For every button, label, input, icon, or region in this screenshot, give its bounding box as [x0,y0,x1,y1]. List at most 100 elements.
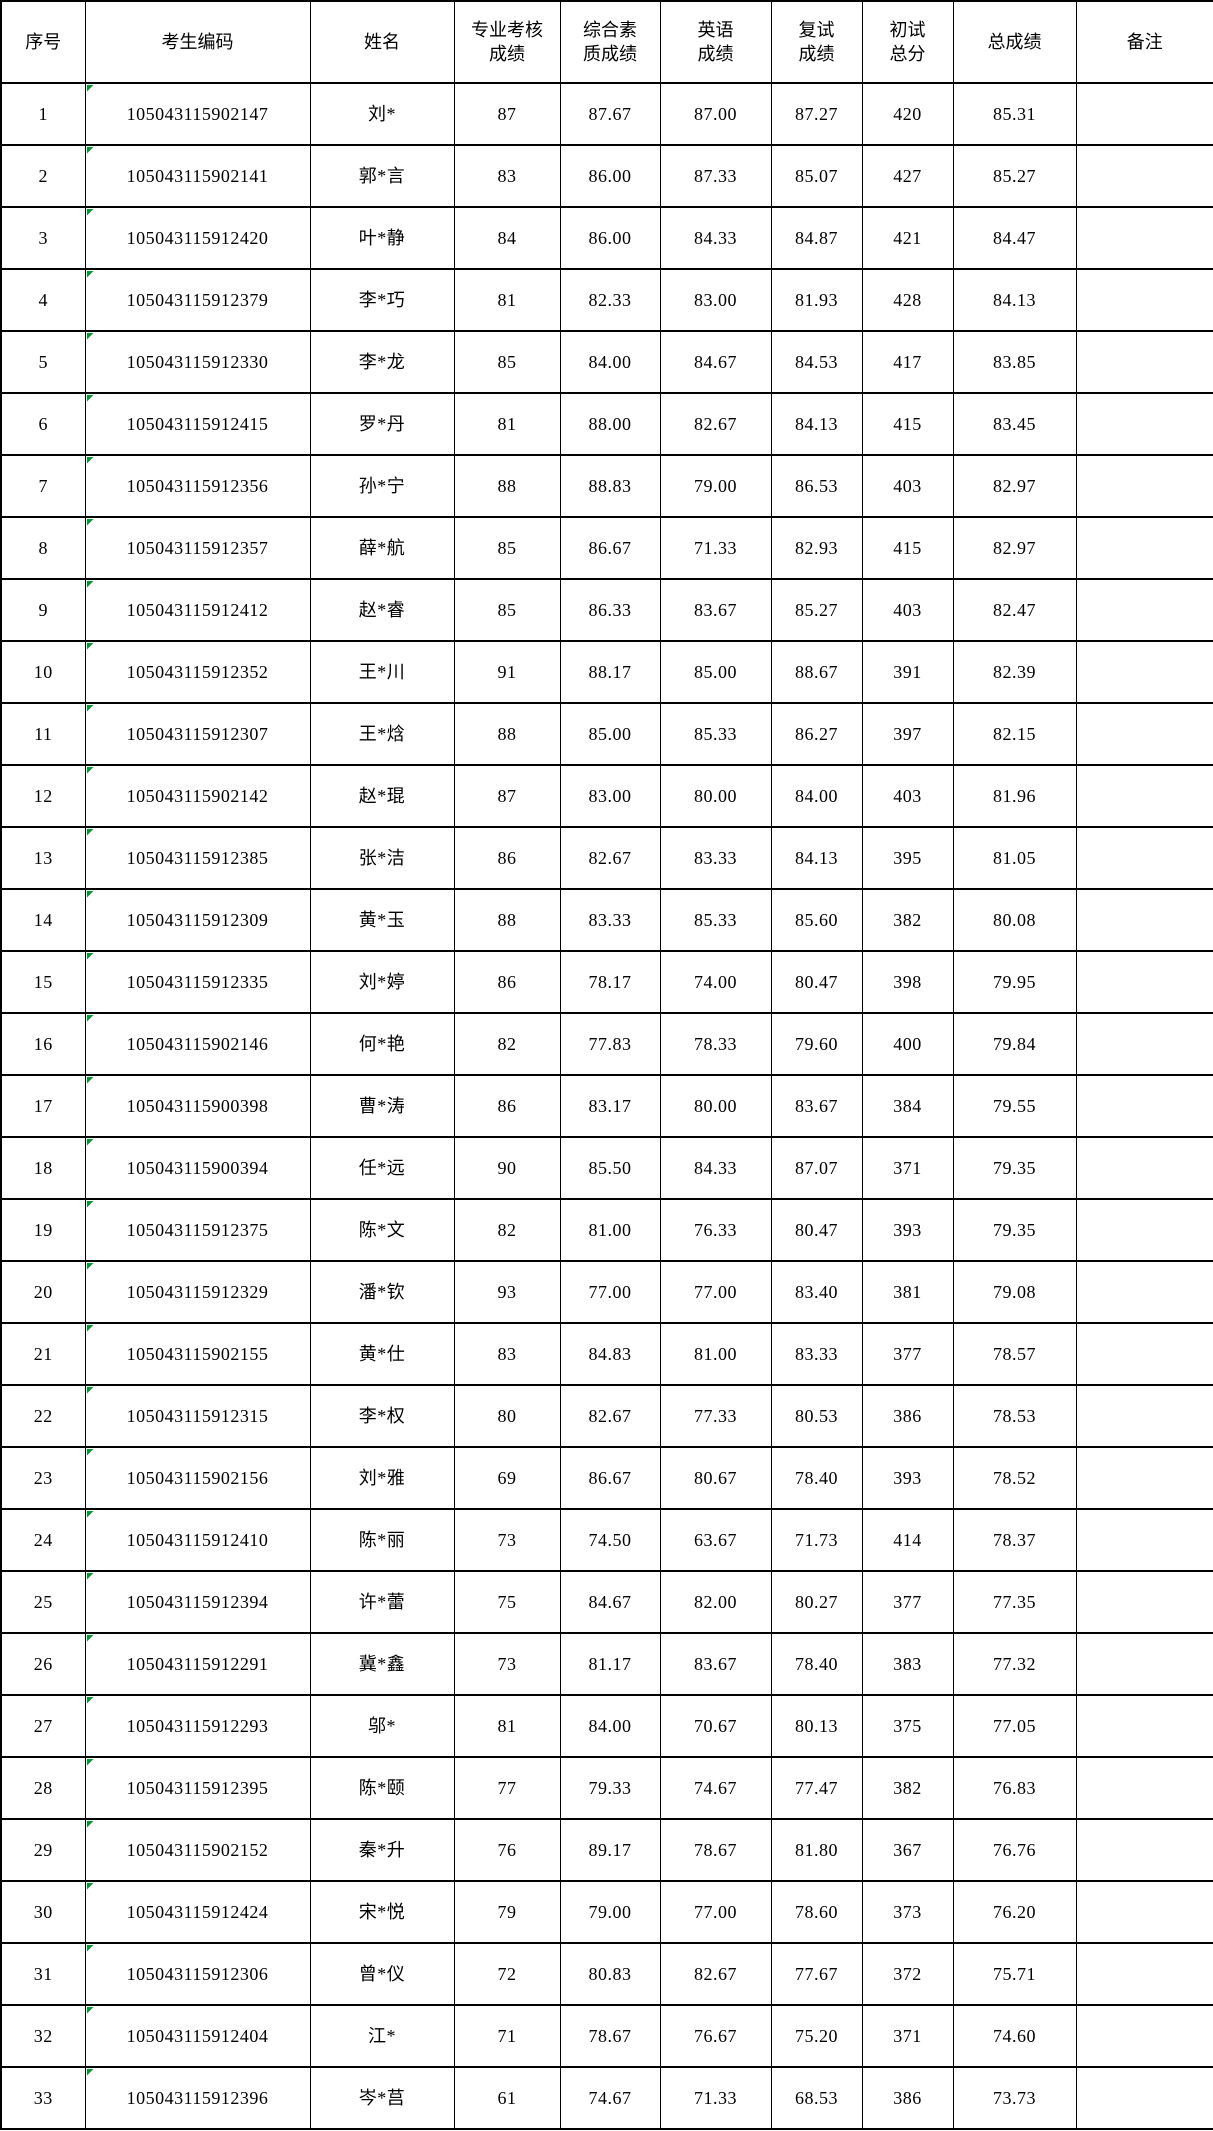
cell-comprehensive: 87.67 [559,82,661,146]
cell-professional: 91 [453,640,561,704]
cell-english: 76.33 [659,1198,772,1262]
table-row: 20 105043115912329 潘*钦 93 77.00 77.00 83.40 381… [0,1260,1213,1324]
cell-initial_total: 386 [861,1384,954,1448]
table-row: 16 105043115902146 何*艳 82 77.83 78.33 79.60 400… [0,1012,1213,1076]
cell-name: 李*权 [309,1384,455,1448]
cell-remarks [1075,454,1213,518]
cell-index: 19 [0,1198,86,1262]
cell-comprehensive: 84.67 [559,1570,661,1634]
table-row: 8 105043115912357 薛*航 85 86.67 71.33 82.93 415 8… [0,516,1213,580]
cell-total: 74.60 [952,2004,1077,2068]
cell-retest: 87.07 [770,1136,863,1200]
cell-remarks [1075,888,1213,952]
cell-initial_total: 372 [861,1942,954,2006]
cell-initial_total: 400 [861,1012,954,1076]
cell-index: 27 [0,1694,86,1758]
cell-comprehensive: 79.00 [559,1880,661,1944]
cell-remarks [1075,1384,1213,1448]
cell-remarks [1075,1260,1213,1324]
cell-index: 11 [0,702,86,766]
table-row: 31 105043115912306 曾*仪 72 80.83 82.67 77.67 372… [0,1942,1213,2006]
cell-initial_total: 428 [861,268,954,332]
cell-english: 84.33 [659,206,772,270]
cell-retest: 78.40 [770,1632,863,1696]
cell-code: 105043115912412 [84,578,311,642]
cell-english: 87.33 [659,144,772,208]
green-corner-flag-icon [86,1511,94,1518]
cell-name: 曹*涛 [309,1074,455,1138]
cell-index: 6 [0,392,86,456]
table-row: 1 105043115902147 刘* 87 87.67 87.00 87.27 420 85… [0,82,1213,146]
cell-code: 105043115912315 [84,1384,311,1448]
cell-remarks [1075,1756,1213,1820]
cell-name: 陈*颐 [309,1756,455,1820]
table-row: 2 105043115902141 郭*言 83 86.00 87.33 85.07 427 8… [0,144,1213,208]
cell-total: 73.73 [952,2066,1077,2130]
cell-index: 31 [0,1942,86,2006]
table-row: 3 105043115912420 叶*静 84 86.00 84.33 84.87 421 8… [0,206,1213,270]
cell-remarks [1075,392,1213,456]
table-row: 15 105043115912335 刘*婷 86 78.17 74.00 80.47 398… [0,950,1213,1014]
cell-name: 陈*丽 [309,1508,455,1572]
cell-index: 32 [0,2004,86,2068]
cell-name: 李*龙 [309,330,455,394]
cell-index: 21 [0,1322,86,1386]
table-row: 14 105043115912309 黄*玉 88 83.33 85.33 85.60 382… [0,888,1213,952]
cell-initial_total: 382 [861,888,954,952]
cell-professional: 73 [453,1632,561,1696]
cell-initial_total: 384 [861,1074,954,1138]
cell-comprehensive: 80.83 [559,1942,661,2006]
cell-english: 85.33 [659,888,772,952]
table-body: 1 105043115902147 刘* 87 87.67 87.00 87.27 420 85… [0,82,1213,2130]
cell-english: 77.00 [659,1880,772,1944]
cell-remarks [1075,1694,1213,1758]
cell-code: 105043115912330 [84,330,311,394]
cell-index: 15 [0,950,86,1014]
green-corner-flag-icon [86,1945,94,1952]
cell-code: 105043115912306 [84,1942,311,2006]
cell-total: 79.55 [952,1074,1077,1138]
cell-initial_total: 367 [861,1818,954,1882]
cell-index: 33 [0,2066,86,2130]
cell-name: 冀*鑫 [309,1632,455,1696]
green-corner-flag-icon [86,147,94,154]
cell-name: 郭*言 [309,144,455,208]
cell-code: 105043115912395 [84,1756,311,1820]
cell-professional: 87 [453,82,561,146]
cell-code: 105043115902156 [84,1446,311,1510]
cell-remarks [1075,206,1213,270]
cell-english: 77.33 [659,1384,772,1448]
cell-comprehensive: 74.67 [559,2066,661,2130]
cell-remarks [1075,1322,1213,1386]
cell-initial_total: 371 [861,1136,954,1200]
cell-english: 85.00 [659,640,772,704]
cell-professional: 84 [453,206,561,270]
cell-retest: 77.47 [770,1756,863,1820]
cell-comprehensive: 79.33 [559,1756,661,1820]
cell-english: 83.00 [659,268,772,332]
cell-retest: 75.20 [770,2004,863,2068]
cell-comprehensive: 82.67 [559,826,661,890]
cell-professional: 80 [453,1384,561,1448]
cell-comprehensive: 88.17 [559,640,661,704]
table-row: 27 105043115912293 邬* 81 84.00 70.67 80.13 375 7… [0,1694,1213,1758]
col-header-professional: 专业考核 成绩 [453,0,561,84]
cell-remarks [1075,702,1213,766]
cell-retest: 81.80 [770,1818,863,1882]
cell-total: 78.57 [952,1322,1077,1386]
cell-initial_total: 397 [861,702,954,766]
table-row: 25 105043115912394 许*蕾 75 84.67 82.00 80.27 377… [0,1570,1213,1634]
green-corner-flag-icon [86,519,94,526]
cell-remarks [1075,1632,1213,1696]
cell-professional: 82 [453,1012,561,1076]
cell-english: 82.00 [659,1570,772,1634]
col-header-remarks: 备注 [1075,0,1213,84]
cell-initial_total: 382 [861,1756,954,1820]
cell-code: 105043115912415 [84,392,311,456]
cell-total: 81.05 [952,826,1077,890]
cell-name: 潘*钦 [309,1260,455,1324]
cell-comprehensive: 88.00 [559,392,661,456]
cell-professional: 77 [453,1756,561,1820]
cell-initial_total: 403 [861,764,954,828]
